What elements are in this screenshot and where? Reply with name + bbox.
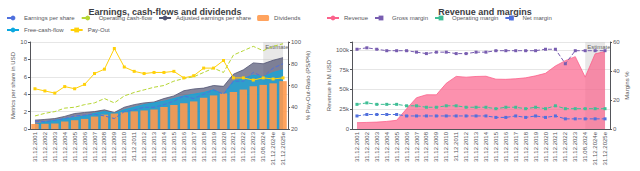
- svg-text:31.12.2017: 31.12.2017: [513, 131, 519, 162]
- svg-text:31.12.2021: 31.12.2021: [552, 131, 558, 162]
- svg-text:Operating margin: Operating margin: [452, 15, 499, 21]
- svg-text:80: 80: [291, 61, 298, 67]
- svg-text:31.12.2014: 31.12.2014: [483, 131, 489, 162]
- svg-text:31.12.2016: 31.12.2016: [181, 131, 187, 162]
- svg-text:31.12.2011: 31.12.2011: [453, 131, 459, 161]
- svg-text:Estimate: Estimate: [265, 44, 289, 50]
- svg-text:Earnings, cash-flows and divid: Earnings, cash-flows and dividends: [88, 7, 241, 17]
- svg-text:31.12.2020: 31.12.2020: [221, 131, 227, 162]
- svg-text:20: 20: [613, 97, 620, 103]
- svg-text:31.12.2007: 31.12.2007: [414, 131, 420, 162]
- svg-text:Pay-Out: Pay-Out: [88, 27, 110, 33]
- svg-text:Earnings per share: Earnings per share: [24, 15, 75, 21]
- svg-text:31.12.2023: 31.12.2023: [250, 131, 256, 162]
- svg-text:31.12.2005: 31.12.2005: [394, 131, 400, 162]
- svg-text:Dividends: Dividends: [274, 15, 300, 21]
- svg-text:31.12.2019: 31.12.2019: [211, 131, 217, 162]
- svg-text:2: 2: [24, 109, 28, 115]
- svg-text:31.12.2018: 31.12.2018: [201, 131, 207, 162]
- svg-text:31.12.2008: 31.12.2008: [423, 131, 429, 162]
- svg-text:31.12.2018: 31.12.2018: [523, 131, 529, 162]
- svg-text:31.12.2004: 31.12.2004: [62, 131, 68, 162]
- svg-text:Free-cash-flow: Free-cash-flow: [24, 27, 64, 33]
- svg-text:100: 100: [291, 39, 302, 45]
- svg-text:60: 60: [613, 39, 620, 45]
- svg-text:31.12.2013: 31.12.2013: [151, 131, 157, 162]
- svg-text:31.12.2008: 31.12.2008: [101, 131, 107, 162]
- svg-text:31.12.2006: 31.12.2006: [404, 131, 410, 162]
- svg-text:40: 40: [613, 68, 620, 74]
- svg-text:31.12.2012: 31.12.2012: [141, 131, 147, 162]
- svg-text:31.12.2022: 31.12.2022: [240, 131, 246, 162]
- svg-text:31.12.2024e: 31.12.2024e: [592, 131, 598, 165]
- svg-text:% Pay-Out-Ratio (PS/P%): % Pay-Out-Ratio (PS/P%): [305, 51, 311, 121]
- svg-text:31.12.2014: 31.12.2014: [161, 131, 167, 162]
- svg-text:31.12.2009: 31.12.2009: [433, 131, 439, 162]
- svg-text:Revenue: Revenue: [344, 15, 369, 21]
- svg-text:75k: 75k: [339, 67, 350, 73]
- svg-text:31.12.2012: 31.12.2012: [463, 131, 469, 162]
- svg-text:31.12.2025e: 31.12.2025e: [280, 131, 286, 165]
- svg-text:31.12.2015: 31.12.2015: [171, 131, 177, 162]
- svg-text:0: 0: [24, 126, 28, 132]
- svg-text:10: 10: [20, 39, 27, 45]
- svg-text:Margins %: Margins %: [624, 71, 630, 100]
- svg-text:4: 4: [24, 91, 28, 97]
- svg-text:Estimate: Estimate: [587, 44, 611, 50]
- svg-text:Operating cash-flow: Operating cash-flow: [98, 15, 153, 21]
- svg-text:Revenue and margins: Revenue and margins: [438, 7, 532, 17]
- svg-text:Revenue in M USD: Revenue in M USD: [326, 59, 332, 111]
- svg-text:20: 20: [291, 126, 298, 132]
- svg-text:31.12.2009: 31.12.2009: [111, 131, 117, 162]
- svg-text:31.12.2017: 31.12.2017: [191, 131, 197, 162]
- svg-text:31.12.2003: 31.12.2003: [52, 131, 58, 162]
- svg-text:31.12.2025e: 31.12.2025e: [602, 131, 608, 165]
- svg-text:60: 60: [291, 83, 298, 89]
- svg-text:31.12.2016: 31.12.2016: [503, 131, 509, 162]
- svg-text:31.12.2006: 31.12.2006: [82, 131, 88, 162]
- svg-text:31.12.2023: 31.12.2023: [572, 131, 578, 162]
- svg-text:31.12.2001: 31.12.2001: [354, 131, 360, 162]
- svg-text:31.12.2011: 31.12.2011: [131, 131, 137, 161]
- svg-text:31.12.2002: 31.12.2002: [364, 131, 370, 162]
- svg-text:Net margin: Net margin: [522, 15, 552, 21]
- svg-text:8: 8: [24, 56, 28, 62]
- svg-text:31.12.2020: 31.12.2020: [543, 131, 549, 162]
- svg-text:Adjusted earnings per share: Adjusted earnings per share: [176, 15, 252, 21]
- svg-text:31.12.2013: 31.12.2013: [473, 131, 479, 162]
- svg-text:50k: 50k: [339, 86, 350, 92]
- svg-text:31.12.2010: 31.12.2010: [121, 131, 127, 162]
- svg-text:31.12.2010: 31.12.2010: [443, 131, 449, 162]
- svg-text:31.12.2015: 31.12.2015: [493, 131, 499, 162]
- svg-text:0: 0: [613, 126, 617, 132]
- svg-text:31.08.2024: 31.08.2024: [582, 131, 588, 162]
- svg-text:31.12.2005: 31.12.2005: [72, 131, 78, 162]
- svg-text:0: 0: [346, 126, 350, 132]
- svg-text:Metrics per share in USD: Metrics per share in USD: [10, 51, 16, 119]
- svg-text:25k: 25k: [339, 106, 350, 112]
- svg-text:31.12.2007: 31.12.2007: [92, 131, 98, 162]
- svg-text:Gross margin: Gross margin: [392, 15, 428, 21]
- svg-text:31.12.2002: 31.12.2002: [42, 131, 48, 162]
- svg-text:31.12.2004: 31.12.2004: [384, 131, 390, 162]
- svg-text:100k: 100k: [336, 47, 350, 53]
- svg-text:31.12.2003: 31.12.2003: [374, 131, 380, 162]
- svg-text:31.12.2019: 31.12.2019: [533, 131, 539, 162]
- svg-text:31.12.2022: 31.12.2022: [562, 131, 568, 162]
- svg-text:6: 6: [24, 74, 28, 80]
- svg-text:31.12.2001: 31.12.2001: [32, 131, 38, 162]
- svg-text:31.12.2021: 31.12.2021: [230, 131, 236, 162]
- svg-text:31.08.2024: 31.08.2024: [260, 131, 266, 162]
- svg-text:31.12.2024e: 31.12.2024e: [270, 131, 276, 165]
- svg-text:40: 40: [291, 104, 298, 110]
